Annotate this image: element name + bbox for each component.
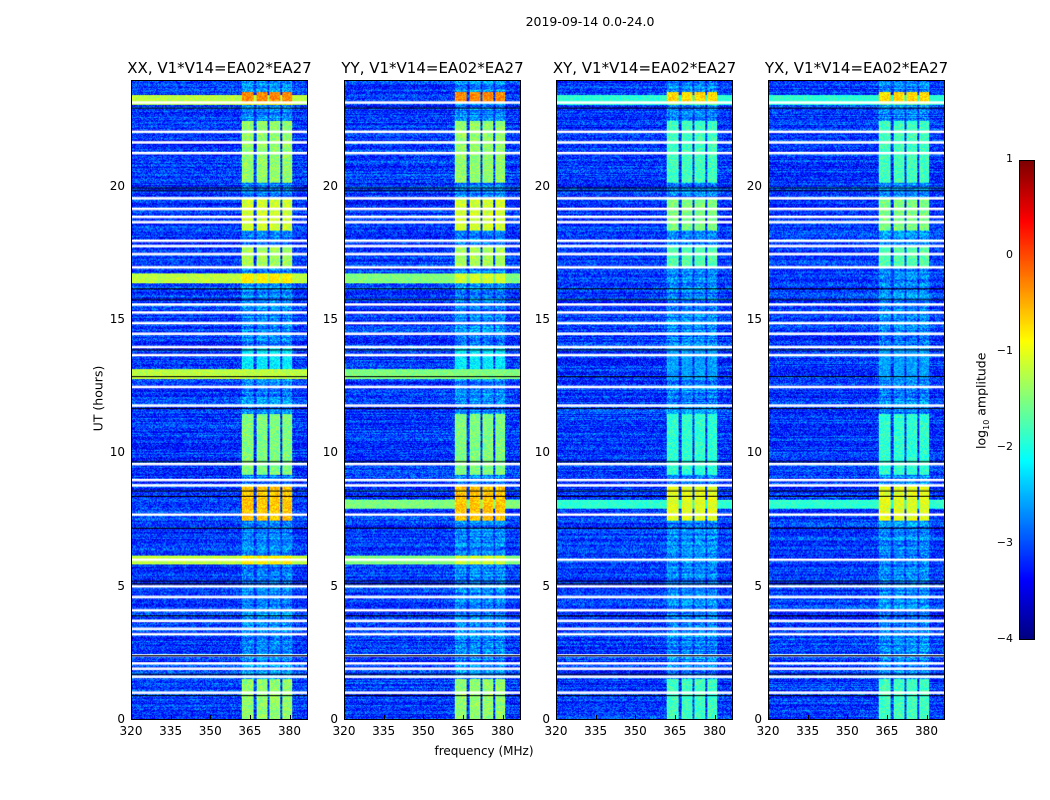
colorbar-tick-label: −1	[996, 344, 1013, 357]
colorbar-tick-label: −2	[996, 440, 1013, 453]
x-tick-mark	[462, 715, 464, 720]
waterfall-heatmap	[768, 80, 945, 720]
x-tick-mark	[807, 715, 809, 720]
x-tick-mark	[344, 715, 345, 720]
y-tick-label: 5	[754, 578, 762, 593]
y-tick-label: 5	[542, 578, 550, 593]
colorbar	[1019, 160, 1035, 640]
y-tick-label: 20	[109, 178, 125, 193]
y-tick-label: 15	[322, 312, 338, 326]
x-tick-mark	[289, 715, 291, 720]
x-tick-mark	[170, 715, 172, 720]
panel-title: YX, V1*V14=EA02*EA27	[764, 59, 949, 77]
x-tick-mark	[502, 715, 504, 720]
x-tick-mark	[847, 715, 849, 720]
x-tick-label: 380	[915, 724, 938, 738]
colorbar-label: log10 amplitude	[973, 341, 991, 461]
colorbar-tick-label: −3	[996, 536, 1013, 549]
x-tick-label: 350	[835, 724, 859, 738]
x-tick-label: 320	[756, 724, 780, 738]
x-tick-mark	[595, 715, 597, 720]
colorbar-tick-label: 1	[1006, 152, 1013, 165]
y-tick-label: 20	[322, 178, 338, 193]
x-tick-label: 320	[332, 724, 356, 738]
x-tick-mark	[886, 715, 888, 720]
x-tick-mark	[556, 715, 557, 720]
y-tick-label: 0	[542, 712, 550, 726]
waterfall-heatmap	[556, 80, 733, 720]
x-tick-mark	[674, 715, 676, 720]
y-tick-label: 5	[330, 578, 338, 593]
x-tick-mark	[635, 715, 637, 720]
y-tick-label: 0	[330, 712, 338, 726]
colorbar-label-rest: amplitude	[973, 352, 989, 420]
waterfall-heatmap	[131, 80, 308, 720]
x-tick-label: 350	[411, 724, 435, 738]
colorbar-label-log: log	[973, 429, 989, 449]
x-axis-label: frequency (MHz)	[434, 744, 534, 758]
colorbar-tick-label: 0	[1006, 248, 1013, 261]
y-tick-label: 0	[117, 712, 125, 726]
x-tick-mark	[210, 715, 212, 720]
panel-title: YY, V1*V14=EA02*EA27	[341, 59, 524, 77]
x-tick-mark	[249, 715, 251, 720]
y-tick-label: 0	[754, 712, 762, 726]
x-tick-mark	[714, 715, 716, 720]
x-tick-label: 380	[491, 724, 514, 738]
x-tick-label: 350	[198, 724, 222, 738]
y-tick-label: 20	[746, 178, 762, 193]
x-tick-label: 365	[451, 724, 475, 738]
figure-title: 2019-09-14 0.0-24.0	[525, 14, 655, 29]
x-tick-mark	[423, 715, 425, 720]
x-tick-label: 335	[584, 724, 608, 738]
x-tick-label: 365	[663, 724, 687, 738]
x-tick-mark	[768, 715, 769, 720]
waterfall-heatmap	[344, 80, 521, 720]
x-tick-label: 365	[875, 724, 899, 738]
colorbar-tick-label: −4	[996, 632, 1013, 645]
x-tick-label: 350	[623, 724, 647, 738]
colorbar-label-sub: 10	[981, 419, 991, 430]
panel-title: XX, V1*V14=EA02*EA27	[127, 59, 312, 77]
y-tick-label: 10	[746, 445, 762, 460]
y-tick-label: 10	[109, 445, 125, 460]
x-tick-mark	[131, 715, 132, 720]
x-tick-label: 320	[119, 724, 143, 738]
x-tick-label: 380	[278, 724, 301, 738]
x-tick-mark	[926, 715, 928, 720]
y-axis-label: UT (hours)	[90, 365, 106, 432]
y-tick-label: 20	[534, 178, 550, 193]
y-tick-label: 15	[746, 312, 762, 326]
x-tick-label: 380	[703, 724, 726, 738]
x-tick-label: 335	[796, 724, 820, 738]
y-tick-label: 5	[117, 578, 125, 593]
y-tick-label: 10	[322, 445, 338, 460]
x-tick-label: 365	[238, 724, 262, 738]
y-tick-label: 15	[534, 312, 550, 326]
y-tick-label: 10	[534, 445, 550, 460]
x-tick-label: 320	[544, 724, 568, 738]
y-tick-label: 15	[109, 312, 125, 326]
x-tick-label: 335	[159, 724, 183, 738]
x-tick-mark	[383, 715, 385, 720]
x-tick-label: 335	[372, 724, 396, 738]
panel-title: XY, V1*V14=EA02*EA27	[552, 59, 737, 77]
